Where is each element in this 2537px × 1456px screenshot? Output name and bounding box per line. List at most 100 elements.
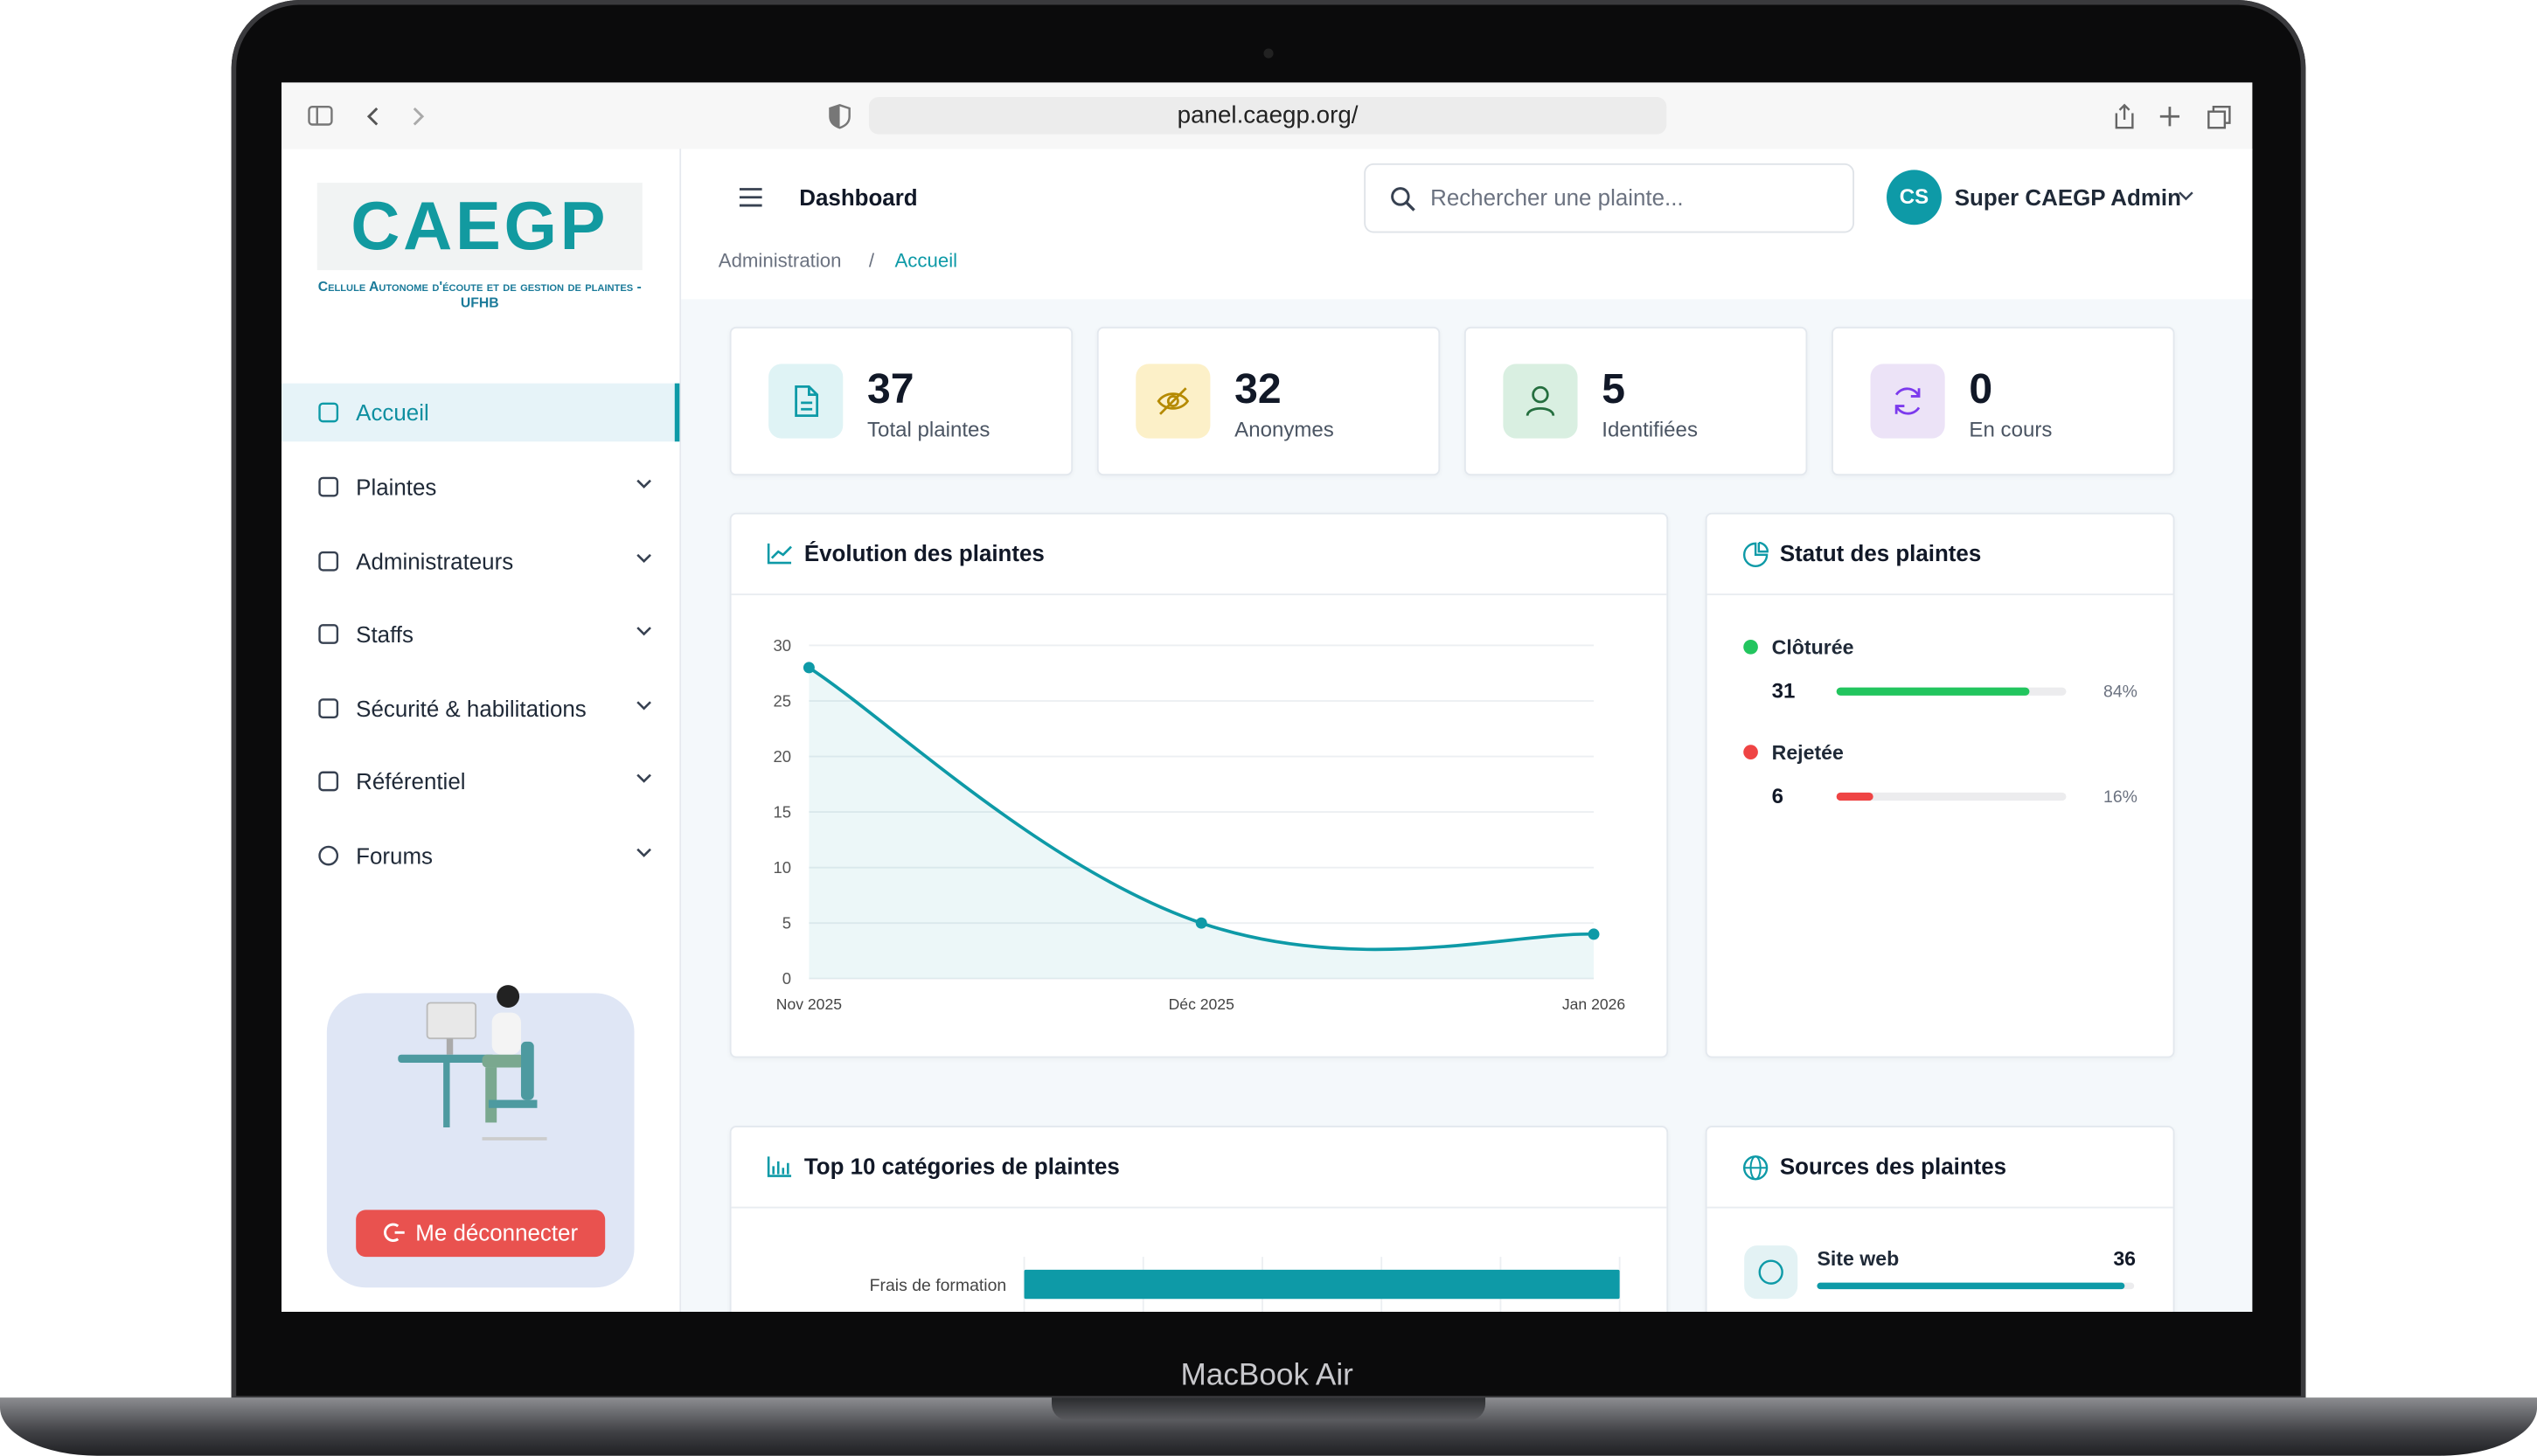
stat-value: 32 [1234, 364, 1282, 413]
y-tick-label: 0 [782, 969, 791, 988]
source-icon-bg [1744, 1245, 1798, 1300]
search-placeholder: Rechercher une plainte... [1430, 184, 1684, 211]
nav-icon-shape [318, 771, 339, 792]
logout-button[interactable]: Me déconnecter [356, 1210, 606, 1258]
nav-chevron [636, 773, 651, 783]
url-bar[interactable]: panel.caegp.org/ [868, 97, 1667, 135]
chevron [636, 479, 651, 489]
nav-icon [318, 845, 339, 866]
area [809, 667, 1595, 979]
source-label: Site web [1817, 1247, 1899, 1270]
stat-value: 5 [1602, 364, 1626, 413]
y-tick-label: 15 [773, 803, 791, 822]
card-title: Sources des plaintes [1779, 1153, 2007, 1180]
status-count: 31 [1772, 680, 1796, 704]
nav-icon [318, 551, 339, 572]
point [803, 662, 815, 674]
stat-icon [768, 364, 844, 439]
nav-item[interactable]: Forums [282, 827, 679, 885]
logo: CAEGP [316, 183, 643, 271]
pie-icon [1742, 542, 1769, 567]
source-count: 36 [2113, 1247, 2136, 1270]
status-count: 6 [1772, 785, 1783, 808]
logo-subtitle: Cellule Autonome d'écoute et de gestion … [317, 278, 642, 311]
stat-icon [1136, 364, 1211, 439]
source-bar [1817, 1282, 2125, 1290]
nav-label: Plaintes [356, 474, 437, 500]
search-box[interactable]: Rechercher une plainte... [1364, 163, 1855, 233]
chevron [636, 553, 651, 564]
progress-bar [1836, 792, 1873, 801]
nav-item[interactable]: Accueil [282, 383, 680, 442]
nav-item[interactable]: Administrateurs [282, 532, 679, 591]
url-text: panel.caegp.org/ [1177, 101, 1359, 130]
nav-icon-shape [318, 698, 339, 719]
point [1588, 928, 1600, 940]
nav-item[interactable]: Staffs [282, 605, 679, 663]
camera [1263, 48, 1274, 59]
progress-bar [1836, 687, 2030, 696]
nav-item[interactable]: Référentiel [282, 752, 679, 811]
breadcrumb-current: Accueil [894, 249, 958, 272]
main-content: Dashboard Rechercher une plainte... CS S… [681, 149, 2253, 1312]
nav-icon [318, 624, 339, 644]
nav-label: Sécurité & habilitations [356, 695, 587, 722]
card-divider [731, 593, 1667, 596]
chevron [636, 848, 651, 857]
nav-label: Accueil [356, 399, 429, 426]
stat-label: En cours [1969, 417, 2053, 442]
chart-title: Évolution des plaintes [803, 540, 1045, 566]
stat-card: 5 Identifiées [1463, 326, 1808, 476]
card-divider [1706, 593, 2173, 596]
source-icon [1758, 1259, 1783, 1285]
page-title: Dashboard [799, 184, 918, 211]
nav-label: Forums [356, 842, 434, 869]
bar [1024, 1269, 1620, 1300]
y-tick-label: 5 [782, 914, 791, 933]
y-tick-label: 30 [773, 636, 791, 655]
card-title: Statut des plaintes [1779, 540, 1982, 566]
stat-value: 37 [867, 364, 914, 413]
y-tick-label: 25 [773, 691, 791, 710]
nav-item[interactable]: Plaintes [282, 458, 679, 517]
avatar[interactable]: CS [1887, 170, 1942, 225]
laptop-notch [1052, 1397, 1486, 1421]
chart-icon [767, 1156, 792, 1177]
bar-chart-card: Top 10 catégories de plaintes 012345Frai… [729, 1126, 1669, 1312]
browser-actions [2115, 103, 2231, 129]
nav-icon [318, 402, 339, 423]
breadcrumb-item[interactable]: Administration [718, 249, 842, 272]
status-card: Statut des plaintes Clôturée 31 84% Rejetée… [1705, 512, 2175, 1058]
nav-chevron [636, 479, 651, 489]
nav-item[interactable]: Sécurité & habilitations [282, 679, 679, 738]
menu-toggle[interactable] [739, 188, 762, 207]
logout-label: Me déconnecter [415, 1219, 579, 1246]
x-tick-label: Déc 2025 [1169, 995, 1234, 1013]
nav-chevron [636, 627, 651, 636]
nav-label: Administrateurs [356, 548, 514, 575]
chevron [636, 773, 651, 783]
card-divider [731, 1206, 1667, 1209]
user-name[interactable]: Super CAEGP Admin [1954, 184, 2181, 211]
breadcrumb-separator: / [868, 249, 875, 272]
nav-icon-shape [318, 845, 339, 866]
bar-chart: 012345Frais de formation [870, 1257, 1621, 1312]
sources-list: Site web 36 [1744, 1245, 2136, 1300]
x-tick-label: Jan 2026 [1562, 995, 1625, 1013]
device-label: MacBook Air [1180, 1358, 1353, 1393]
search-icon [1391, 187, 1415, 211]
nav-label: Staffs [356, 621, 414, 648]
screen: panel.caegp.org/ CAEGP Cellule Autonome … [282, 82, 2253, 1312]
y-tick-label: 20 [773, 747, 791, 766]
status-dot [1743, 639, 1758, 655]
user-chevron[interactable] [2178, 191, 2194, 202]
nav-icon-shape [318, 402, 339, 423]
line-chart-card: Évolution des plaintes 0 5 10 15 20 25 30 Nov 2… [729, 512, 1669, 1058]
stat-label: Total plaintes [867, 417, 990, 442]
chevron [636, 627, 651, 636]
nav-icon-shape [318, 476, 339, 497]
sidebar: CAEGP Cellule Autonome d'écoute et de ge… [282, 149, 682, 1312]
nav-icon-shape [318, 551, 339, 572]
